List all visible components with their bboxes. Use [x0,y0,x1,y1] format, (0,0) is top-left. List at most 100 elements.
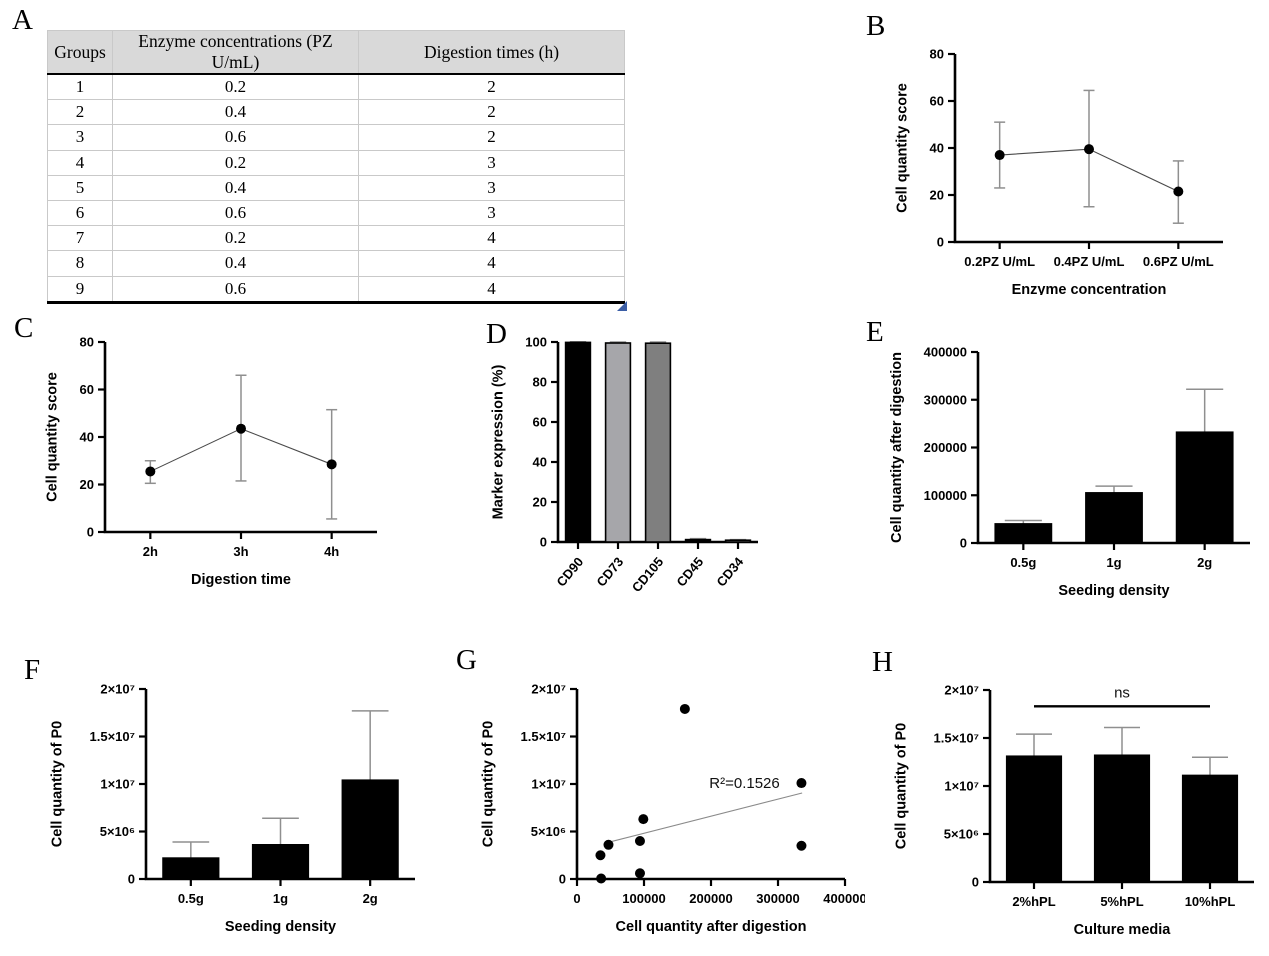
svg-text:0: 0 [128,872,135,887]
panel-label-d: D [486,318,507,350]
table-cell: 0.4 [112,174,359,201]
svg-text:0.6PZ U/mL: 0.6PZ U/mL [1143,254,1214,269]
table-resize-handle[interactable] [617,300,627,311]
chart-svg: 0 20 40 60 80 Cell quantity score 2h 3h 4h Digest… [45,335,377,588]
svg-text:300000: 300000 [756,891,799,906]
chart-e-cell-quantity-after-digestion: 0 100000 200000 300000 400000 Cell quantity a… [858,330,1260,618]
svg-text:Cell quantity after digestion: Cell quantity after digestion [889,352,905,543]
table-cell: 0.6 [112,275,359,303]
svg-text:100: 100 [525,335,547,350]
table-row: 9 0.6 4 [47,275,625,303]
svg-text:2g: 2g [363,891,378,906]
svg-text:1×10⁷: 1×10⁷ [531,777,566,792]
groups-table-grid: Groups Enzyme concentrations (PZ U/mL) D… [47,30,625,304]
chart-c-cell-score-vs-time: 0 20 40 60 80 Cell quantity score 2h 3h 4h Digest… [20,330,405,588]
svg-text:CD90: CD90 [553,554,586,589]
svg-text:R²=0.1526: R²=0.1526 [709,775,779,792]
svg-text:200000: 200000 [924,440,967,455]
svg-text:60: 60 [80,382,94,397]
table-row: 3 0.6 2 [47,124,625,151]
svg-text:5%hPL: 5%hPL [1100,894,1143,909]
chart-svg: 0 100000 200000 300000 400000 Cell quantity a… [889,345,1250,599]
svg-text:4h: 4h [324,544,339,559]
svg-text:20: 20 [80,477,94,492]
table-cell: 2 [358,99,625,125]
svg-text:2×10⁷: 2×10⁷ [100,682,135,697]
svg-text:2%hPL: 2%hPL [1012,894,1055,909]
svg-text:0.5g: 0.5g [178,891,204,906]
svg-text:2×10⁷: 2×10⁷ [944,683,979,698]
table-cell: 7 [47,225,113,251]
table-row: 1 0.2 2 [48,74,625,100]
table-header-digestion-time: Digestion times (h) [358,30,625,75]
table-cell: 4 [47,149,113,176]
svg-text:CD73: CD73 [593,554,626,589]
svg-text:40: 40 [80,430,94,445]
table-cell: 2 [358,124,625,151]
panel-label-h: H [872,646,893,678]
svg-text:200000: 200000 [689,891,732,906]
svg-text:400000: 400000 [924,345,967,360]
svg-text:5×10⁶: 5×10⁶ [100,824,135,839]
svg-text:1g: 1g [273,891,288,906]
svg-text:0: 0 [937,235,944,250]
table-cell: 0.6 [112,199,359,226]
table-cell: 0.6 [112,124,359,151]
svg-text:80: 80 [80,335,94,350]
panel-label-c: C [14,312,34,344]
table-cell: 4 [358,275,625,303]
table-cell: 3 [358,199,625,226]
svg-text:20: 20 [533,495,547,510]
chart-h-cell-quantity-p0-vs-media: 0 5×10⁶ 1×10⁷ 1.5×10⁷ 2×10⁷ Cell quantity of … [872,650,1264,947]
svg-text:10%hPL: 10%hPL [1185,894,1236,909]
table-cell: 2 [358,74,625,100]
svg-text:2×10⁷: 2×10⁷ [531,682,566,697]
svg-text:Cell quantity score: Cell quantity score [895,83,911,213]
svg-text:Culture media: Culture media [1074,922,1172,938]
table-cell: 0.2 [112,149,359,176]
svg-text:60: 60 [533,415,547,430]
svg-text:CD34: CD34 [713,554,746,590]
table-cell: 3 [358,174,625,201]
table-row: 5 0.4 3 [47,174,625,201]
svg-text:2h: 2h [143,544,158,559]
svg-text:100000: 100000 [622,891,665,906]
svg-text:Cell quantity of P0: Cell quantity of P0 [894,723,910,850]
panel-label-e: E [866,316,884,348]
svg-text:20: 20 [930,188,944,203]
table-cell: 2 [47,99,113,125]
svg-text:0: 0 [960,536,967,551]
table-row: 8 0.4 4 [47,250,625,276]
chart-g-correlation-scatter: 0 5×10⁶ 1×10⁷ 1.5×10⁷ 2×10⁷ Cell quantity of … [465,648,867,948]
table-header-groups: Groups [47,30,113,75]
svg-text:ns: ns [1114,684,1130,701]
svg-text:80: 80 [533,375,547,390]
table-cell: 0.2 [112,74,359,100]
panel-label-a: A [12,4,33,36]
table-header-enzyme-concentration: Enzyme concentrations (PZ U/mL) [112,30,359,75]
svg-text:1×10⁷: 1×10⁷ [944,779,979,794]
table-cell: 6 [47,199,113,226]
chart-svg: 0 5×10⁶ 1×10⁷ 1.5×10⁷ 2×10⁷ Cell quantity of … [481,682,867,936]
svg-text:300000: 300000 [924,392,967,407]
svg-text:5×10⁶: 5×10⁶ [944,827,979,842]
svg-text:Enzyme concentration: Enzyme concentration [1012,282,1167,295]
svg-text:40: 40 [533,455,547,470]
svg-text:1.5×10⁷: 1.5×10⁷ [521,729,567,744]
svg-text:Cell quantity of P0: Cell quantity of P0 [481,721,497,848]
table-cell: 0.2 [112,225,359,251]
chart-b-cell-score-vs-enzyme: 0 20 40 60 80 Cell quantity score 0.2PZ U/mL 0.… [880,40,1248,298]
svg-text:Cell quantity score: Cell quantity score [45,372,61,502]
chart-d-marker-expression: 0 20 40 60 80 100 Marker expression (%) CD90 CD7… [478,330,818,618]
svg-text:0.2PZ U/mL: 0.2PZ U/mL [964,254,1035,269]
table-row: 4 0.2 3 [47,149,625,176]
table-row: 7 0.2 4 [47,225,625,251]
chart-svg: 0 20 40 60 80 Cell quantity score 0.2PZ U/mL 0.… [895,47,1223,298]
svg-text:3h: 3h [233,544,248,559]
svg-text:400000: 400000 [823,891,865,906]
svg-text:1.5×10⁷: 1.5×10⁷ [90,729,136,744]
svg-text:CD45: CD45 [673,554,706,589]
table-cell: 1 [75,77,85,97]
chart-svg: 0 5×10⁶ 1×10⁷ 1.5×10⁷ 2×10⁷ Cell quantity of … [50,682,415,935]
svg-text:1.5×10⁷: 1.5×10⁷ [934,731,980,746]
